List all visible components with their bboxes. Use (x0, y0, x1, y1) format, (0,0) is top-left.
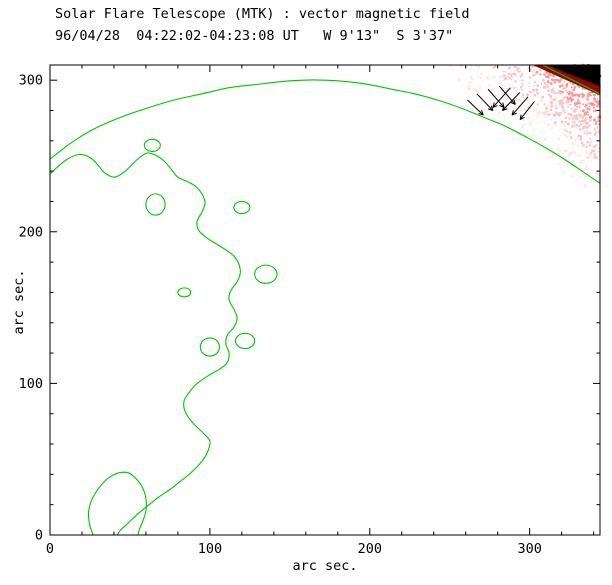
vector-arrow (487, 88, 505, 108)
vector-arrowhead (502, 108, 508, 111)
y-tick-label: 100 (19, 376, 43, 392)
axes-box (49, 64, 601, 536)
vector-arrowhead (492, 105, 498, 108)
vector-arrowhead (511, 112, 517, 116)
vector-arrowhead (511, 110, 514, 116)
limb-arc-contour (49, 79, 601, 184)
vector-arrow (502, 91, 521, 111)
vector-arrow (511, 96, 529, 116)
vector-arrow (519, 101, 535, 120)
contour-blob (254, 264, 278, 284)
vector-arrowhead (513, 99, 516, 105)
tick-labels: 0 100 200 300 0 100 200 300 (19, 73, 542, 557)
vector-arrowhead (492, 102, 495, 108)
y-tick-label: 200 (19, 224, 43, 240)
vector-arrowhead (481, 110, 484, 116)
plage-bottom-loop (87, 471, 147, 536)
contour-lines (49, 79, 601, 536)
y-tick-label: 300 (19, 73, 43, 89)
plage-main-contour (49, 152, 241, 536)
contour-blob (199, 337, 221, 357)
plot-subtitle: 96/04/28 04:22:02-04:23:08 UT W 9'13" S … (55, 28, 454, 44)
contour-blob (233, 200, 251, 215)
plot-title: Solar Flare Telescope (MTK) : vector mag… (55, 6, 470, 22)
x-tick-label: 0 (46, 541, 54, 557)
vector-arrowhead (519, 114, 522, 120)
vector-arrowhead (478, 113, 484, 116)
vector-arrow (492, 87, 511, 108)
vector-arrow (476, 93, 494, 111)
contour-blob (177, 287, 192, 298)
vector-arrow (466, 99, 484, 116)
vector-arrowhead (510, 102, 516, 105)
vector-arrowhead (501, 105, 505, 111)
contour-blob (143, 138, 161, 152)
vector-arrowhead (519, 116, 525, 121)
y-axis-label: arc sec. (11, 269, 27, 335)
x-axis-label: arc sec. (292, 558, 358, 574)
x-tick-label: 200 (358, 541, 382, 557)
x-tick-label: 300 (517, 541, 541, 557)
vector-arrows (466, 85, 535, 121)
limb-corner-triangle (547, 65, 600, 87)
vector-arrowhead (490, 105, 494, 111)
vector-arrowhead (488, 108, 494, 111)
contour-blob (145, 193, 166, 216)
vector-arrow (498, 85, 516, 105)
y-tick-label: 0 (35, 528, 43, 544)
limb-green-edge (542, 64, 601, 95)
tick-marks (49, 65, 600, 536)
x-tick-label: 100 (198, 541, 222, 557)
contour-blob (234, 332, 256, 350)
